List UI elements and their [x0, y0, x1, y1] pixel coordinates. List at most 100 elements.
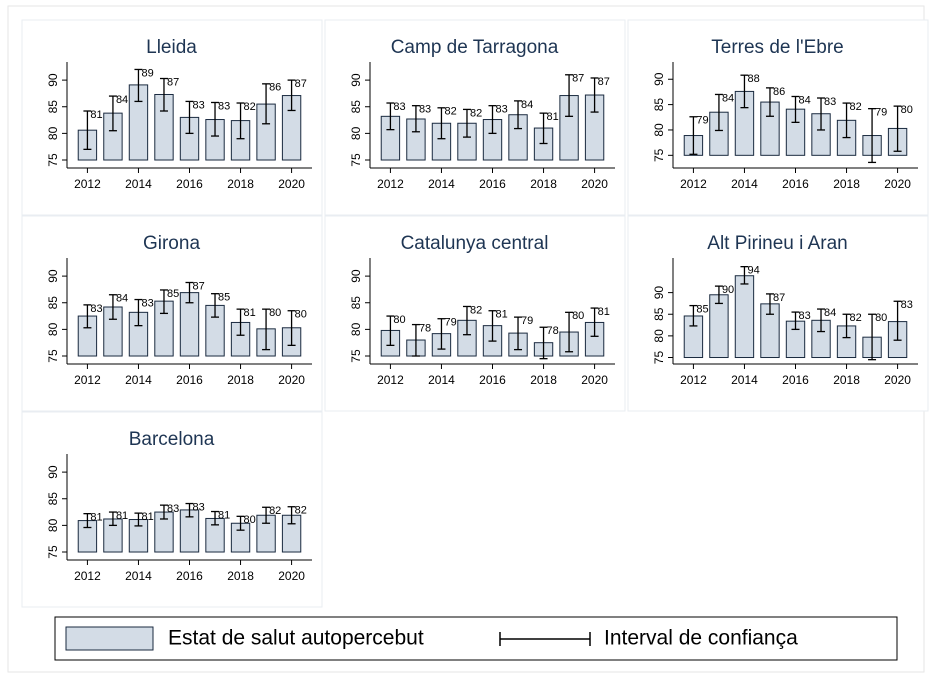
value-label: 82	[444, 106, 456, 118]
error-bar	[893, 105, 902, 152]
error-bar	[842, 313, 851, 339]
error-bar	[765, 87, 774, 117]
value-label: 81	[244, 307, 256, 319]
panel-title: Lleida	[146, 37, 197, 58]
error-bar	[590, 307, 599, 337]
legend-label: Estat de salut autopercebut	[168, 627, 424, 650]
panel-background	[21, 411, 323, 608]
x-tick-label: 2016	[176, 373, 203, 387]
value-label: 80	[269, 307, 281, 319]
error-bar	[689, 116, 698, 155]
error-bar	[565, 74, 574, 117]
y-tick-label: 85	[652, 98, 666, 112]
error-bar	[791, 311, 800, 331]
error-bar	[868, 108, 877, 164]
error-bar	[791, 95, 800, 124]
x-tick-label: 2020	[581, 177, 608, 191]
value-label: 86	[269, 82, 281, 94]
x-tick-label: 2020	[884, 373, 911, 387]
y-tick-label: 90	[46, 269, 60, 283]
value-label: 82	[295, 505, 307, 517]
value-label: 89	[141, 67, 153, 79]
error-bar	[211, 510, 220, 526]
value-label: 81	[218, 509, 230, 521]
error-bar	[185, 281, 194, 304]
error-bar	[236, 102, 245, 140]
value-label: 83	[393, 101, 405, 113]
value-label: 88	[747, 73, 759, 85]
error-bar	[714, 285, 723, 305]
value-label: 87	[167, 76, 179, 88]
value-label: 85	[167, 288, 179, 300]
error-bar	[83, 110, 92, 151]
y-tick-label: 90	[652, 286, 666, 300]
value-label: 80	[244, 514, 256, 526]
value-label: 83	[90, 303, 102, 315]
value-label: 80	[393, 314, 405, 326]
y-tick-label: 85	[349, 296, 363, 310]
x-tick-label: 2020	[278, 569, 305, 583]
y-tick-label: 80	[46, 322, 60, 336]
error-bar	[817, 97, 826, 131]
value-label: 83	[218, 100, 230, 112]
error-bar	[411, 105, 420, 133]
error-bar	[462, 108, 471, 138]
x-tick-label: 2014	[125, 569, 152, 583]
x-tick-label: 2016	[479, 177, 506, 191]
error-bar	[893, 300, 902, 341]
y-tick-label: 75	[652, 148, 666, 162]
error-bar	[740, 266, 749, 285]
value-label: 83	[824, 96, 836, 108]
bar	[709, 294, 729, 359]
error-bar	[514, 316, 523, 351]
y-tick-label: 90	[349, 269, 363, 283]
error-bar	[539, 112, 548, 145]
y-tick-label: 75	[46, 153, 60, 167]
x-tick-label: 2018	[227, 373, 254, 387]
error-bar	[108, 294, 117, 320]
error-bar	[488, 105, 497, 135]
error-bar	[565, 311, 574, 353]
y-tick-label: 75	[46, 545, 60, 559]
x-tick-label: 2012	[74, 569, 101, 583]
value-label: 84	[521, 99, 533, 111]
x-tick-label: 2018	[227, 569, 254, 583]
y-tick-label: 75	[46, 349, 60, 363]
value-label: 82	[470, 304, 482, 316]
x-tick-label: 2014	[731, 373, 758, 387]
x-tick-label: 2012	[377, 177, 404, 191]
y-tick-label: 85	[46, 492, 60, 506]
y-tick-label: 90	[46, 73, 60, 87]
x-tick-label: 2012	[74, 373, 101, 387]
panel: Girona 75 80 85 90 2012 2014 2016 2018 2020 83 84 83…	[21, 215, 323, 412]
value-label: 85	[696, 303, 708, 315]
y-tick-label: 75	[349, 153, 363, 167]
error-bar	[386, 315, 395, 347]
value-label: 84	[722, 92, 734, 104]
value-label: 81	[547, 111, 559, 123]
error-bar	[437, 318, 446, 350]
value-label: 90	[722, 284, 734, 296]
error-bar	[83, 304, 92, 329]
x-tick-label: 2014	[731, 177, 758, 191]
y-tick-label: 75	[349, 349, 363, 363]
x-tick-label: 2014	[428, 373, 455, 387]
panel-title: Camp de Tarragona	[391, 37, 559, 58]
x-tick-label: 2016	[782, 373, 809, 387]
value-label: 83	[496, 104, 508, 116]
value-label: 83	[799, 310, 811, 322]
value-label: 79	[696, 115, 708, 127]
x-tick-label: 2012	[74, 177, 101, 191]
error-bar	[539, 326, 548, 360]
error-bar	[714, 93, 723, 132]
value-label: 82	[244, 101, 256, 113]
error-bar	[211, 293, 220, 318]
value-label: 87	[295, 78, 307, 90]
error-bar	[817, 308, 826, 333]
error-bar	[262, 506, 271, 524]
value-label: 84	[116, 293, 128, 305]
error-bar	[262, 83, 271, 125]
value-label: 87	[572, 73, 584, 85]
x-tick-label: 2018	[833, 373, 860, 387]
value-label: 83	[901, 299, 913, 311]
